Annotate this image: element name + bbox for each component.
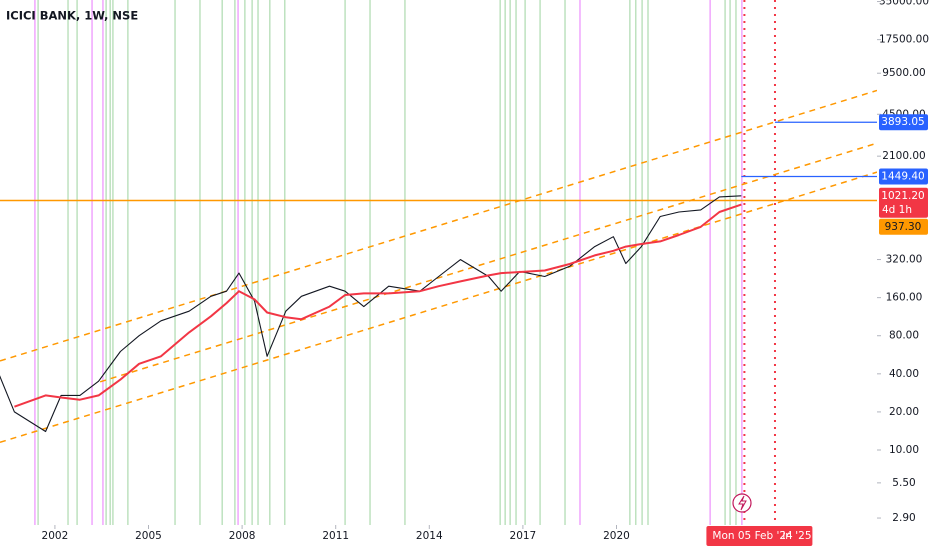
y-tick-label: 17500.00 — [879, 34, 929, 46]
y-axis-strip — [877, 0, 932, 550]
trend-line — [0, 171, 878, 444]
date-label-2: in '25 — [782, 530, 811, 542]
x-tick-label: 2002 — [42, 530, 69, 542]
event-icon[interactable] — [732, 493, 752, 513]
price-label: 937.30 — [885, 221, 922, 233]
price-line — [14, 203, 742, 408]
x-tick-label: 2020 — [603, 530, 630, 542]
trend-line — [99, 142, 878, 383]
price-label-box — [879, 187, 928, 218]
date-label: Mon 05 Feb '24 — [712, 530, 793, 542]
y-tick-label: 35000.00 — [879, 0, 929, 8]
y-tick-label: 40.00 — [889, 368, 919, 380]
trend-line — [0, 89, 878, 362]
date-label-box — [706, 526, 813, 546]
y-tick-label: 10.00 — [889, 444, 919, 456]
price-label: 3893.05 — [881, 116, 924, 128]
y-tick-label: 2.90 — [892, 512, 915, 524]
y-tick-label: 9500.00 — [882, 67, 925, 79]
chart-title: ICICI BANK, 1W, NSE — [6, 9, 138, 23]
lines-layer — [0, 89, 878, 444]
price-line — [0, 195, 742, 433]
x-tick-label: 2011 — [322, 530, 349, 542]
y-tick-label: 80.00 — [889, 330, 919, 342]
y-tick-label: 5.50 — [892, 477, 915, 489]
price-label-box — [879, 168, 928, 185]
price-label-box — [879, 114, 928, 131]
event-icon-bolt — [738, 495, 747, 511]
axis-layer: 35000.0017500.009500.004500.002100.00320… — [42, 0, 929, 546]
x-tick-label: 2014 — [416, 530, 443, 542]
x-tick-label: 2008 — [229, 530, 256, 542]
x-tick-label: 2005 — [135, 530, 162, 542]
y-tick-label: 20.00 — [889, 406, 919, 418]
y-tick-label: 320.00 — [886, 254, 923, 266]
price-label-box — [879, 218, 928, 235]
x-tick-label: 2017 — [510, 530, 537, 542]
y-tick-label: 2100.00 — [882, 150, 925, 162]
markers-layer — [34, 0, 776, 525]
y-tick-label: 160.00 — [886, 292, 923, 304]
price-label: 1449.40 — [881, 171, 924, 183]
price-label: 1021.20 — [881, 190, 924, 202]
countdown: 4d 1h — [882, 204, 912, 216]
